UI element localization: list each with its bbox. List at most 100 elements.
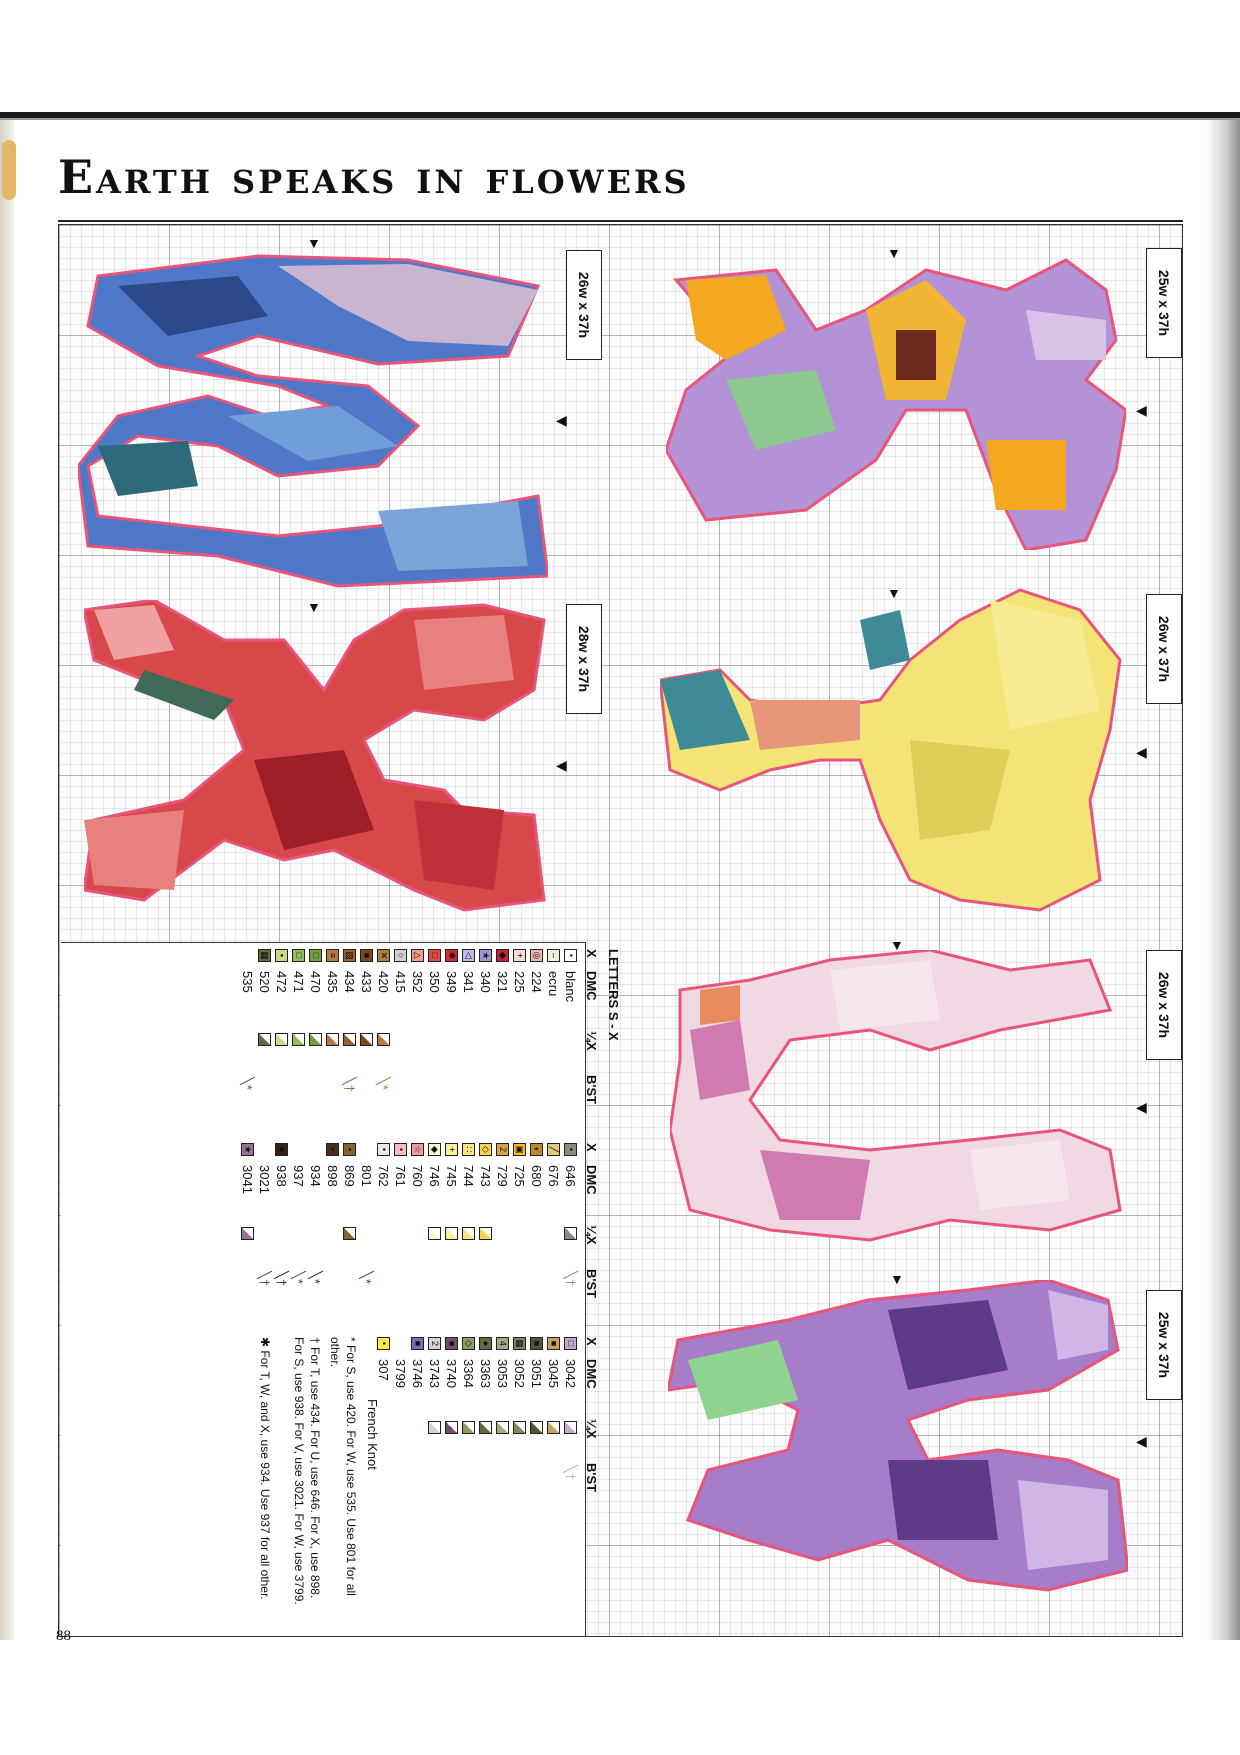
key-heading: LETTERS S - X [606, 949, 621, 1041]
key-dmc-number: 3364 [461, 1359, 476, 1388]
key-col-x-label: X [584, 949, 599, 958]
key-quarter-swatch [377, 1033, 390, 1046]
key-quarter-swatch [513, 1421, 526, 1434]
key-dmc-number: 470 [308, 971, 323, 993]
binding-tab [2, 140, 16, 200]
key-dmc-number: blanc [563, 971, 578, 1003]
key-quarter-swatch [462, 1227, 475, 1240]
key-col-bst-label: B'ST [584, 1269, 599, 1299]
key-quarter-swatch [530, 1421, 543, 1434]
letter-w-pattern [670, 950, 1122, 1242]
key-swatch: ■ [530, 1337, 543, 1350]
key-dmc-number: 725 [512, 1165, 527, 1187]
key-dmc-number: 676 [546, 1165, 561, 1187]
key-quarter-swatch [479, 1421, 492, 1434]
key-dmc-number: 934 [308, 1165, 323, 1187]
letter-t-pattern [666, 258, 1126, 550]
scan-margin-top [0, 0, 1240, 110]
key-dmc-number: 938 [274, 1165, 289, 1187]
key-dmc-number: 340 [478, 971, 493, 993]
key-quarter-swatch [428, 1421, 441, 1434]
key-swatch: + [513, 949, 526, 962]
key-swatch: □ [309, 949, 322, 962]
center-arrow-v-side: ◀ [1136, 744, 1147, 760]
key-dmc-number: 3799 [393, 1359, 408, 1388]
key-quarter-swatch [343, 1227, 356, 1240]
color-key: LETTERS S - X X DMC ¼X B'ST • blanc – ecru ◎… [61, 942, 621, 1636]
letter-w-stitches [670, 950, 1122, 1242]
key-backstitch: ╲† [342, 1077, 357, 1093]
key-dmc-number: 434 [342, 971, 357, 993]
letter-u-pattern [84, 600, 546, 912]
key-dmc-number: 349 [444, 971, 459, 993]
key-dmc-number: 224 [529, 971, 544, 993]
key-swatch: + [445, 1143, 458, 1156]
key-dmc-number: 3052 [512, 1359, 527, 1388]
page-left-edge [0, 120, 14, 1640]
title-rule [58, 220, 1183, 222]
key-col-quarter-label: ¼X [584, 1031, 599, 1051]
key-swatch: ■ [275, 1143, 288, 1156]
key-swatch: ≡ [326, 949, 339, 962]
center-arrow-w-side: ◀ [1136, 1099, 1147, 1115]
key-dmc-number: 321 [495, 971, 510, 993]
key-dmc-number: 3053 [495, 1359, 510, 1388]
key-swatch: ○ [394, 949, 407, 962]
key-col-bst-label: B'ST [584, 1463, 599, 1493]
size-label-t: 25w x 37h [1146, 248, 1182, 358]
letter-x-pattern [668, 1280, 1128, 1592]
key-dmc-number: 760 [410, 1165, 425, 1187]
key-quarter-swatch [564, 1227, 577, 1240]
key-note-3: ✱ For T, W, and X, use 934. Use 937 for … [258, 1337, 272, 1600]
key-quarter-swatch [564, 1421, 577, 1434]
key-swatch: ∷ [462, 1143, 475, 1156]
key-backstitch: ╲† [274, 1271, 289, 1287]
key-quarter-swatch [360, 1033, 373, 1046]
key-swatch: 2 [496, 1143, 509, 1156]
key-col-x-label: X [584, 1337, 599, 1346]
key-swatch: △ [411, 949, 424, 962]
key-swatch: ◆ [428, 1143, 441, 1156]
key-dmc-number: 433 [359, 971, 374, 993]
center-arrow-t-side: ◀ [1136, 402, 1147, 418]
key-dmc-number: 745 [444, 1165, 459, 1187]
key-swatch: ▣ [513, 1143, 526, 1156]
letter-t-stitches [666, 258, 1126, 550]
key-quarter-swatch [462, 1421, 475, 1434]
key-quarter-swatch [496, 1421, 509, 1434]
page-right-edge [1206, 120, 1240, 1640]
key-dmc-number: 898 [325, 1165, 340, 1187]
center-arrow-w-top: ▼ [890, 937, 904, 953]
size-label-w: 26w x 37h [1146, 950, 1182, 1060]
key-dmc-number: 535 [240, 971, 255, 993]
key-swatch: ▦ [513, 1337, 526, 1350]
key-dmc-number: 3045 [546, 1359, 561, 1388]
key-swatch: ▪ [275, 949, 288, 962]
key-quarter-swatch [479, 1227, 492, 1240]
key-swatch: ▪ [326, 1143, 339, 1156]
letter-x-stitches [668, 1280, 1128, 1592]
key-quarter-swatch [309, 1033, 322, 1046]
key-backstitch: ╲† [257, 1271, 272, 1287]
key-col-dmc-label: DMC [584, 1359, 599, 1389]
key-quarter-swatch [326, 1033, 339, 1046]
key-swatch: ✕ [377, 949, 390, 962]
center-arrow-v-top: ▼ [887, 585, 901, 601]
key-swatch: – [547, 949, 560, 962]
key-dmc-number: 3041 [240, 1165, 255, 1194]
page-top-edge [0, 112, 1240, 118]
key-swatch: ▧ [343, 949, 356, 962]
key-swatch: □ [564, 1337, 577, 1350]
key-backstitch: ╲* [291, 1271, 306, 1284]
key-quarter-swatch [445, 1421, 458, 1434]
key-swatch: 4 [496, 1337, 509, 1350]
key-col-quarter-label: ¼X [584, 1419, 599, 1439]
key-swatch: ◆ [496, 949, 509, 962]
letter-v-stitches [660, 588, 1122, 912]
key-dmc-number: 762 [376, 1165, 391, 1187]
key-col-dmc-label: DMC [584, 1165, 599, 1195]
letter-s-stitches [78, 254, 548, 588]
key-swatch: • [377, 1143, 390, 1156]
key-dmc-number: 3021 [257, 1165, 272, 1194]
key-quarter-swatch [428, 1227, 441, 1240]
